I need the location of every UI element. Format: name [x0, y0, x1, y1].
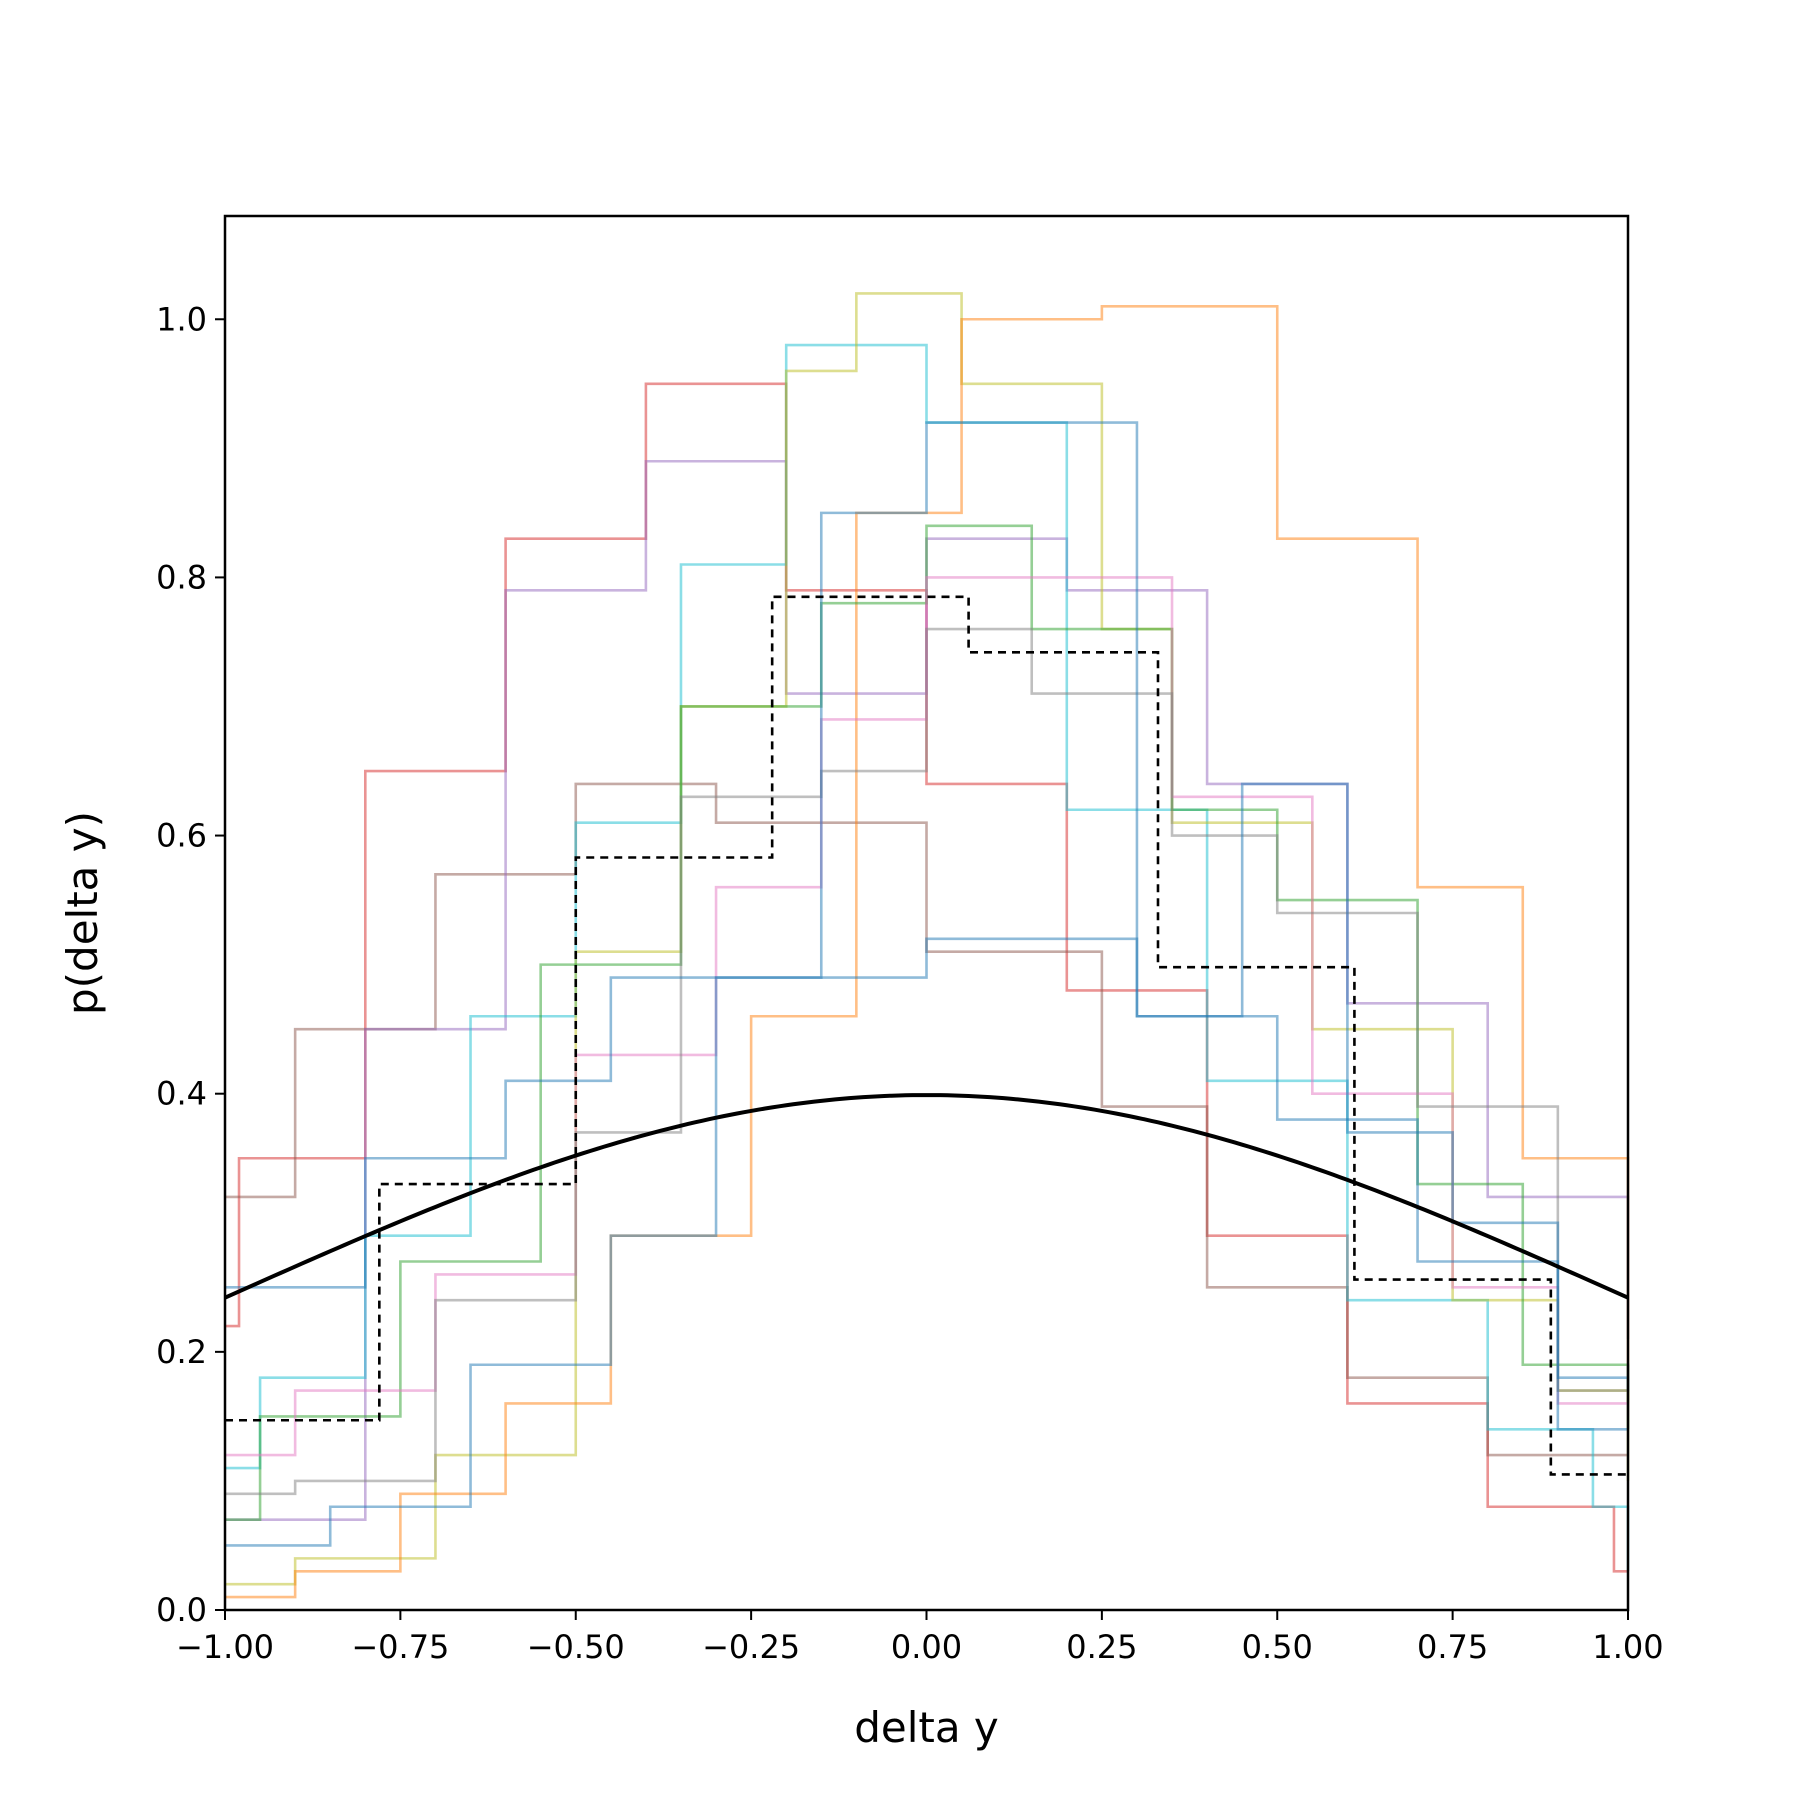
y-tick-label: 1.0 [156, 300, 207, 338]
histogram-series-11 [225, 937, 1630, 1391]
plot-area [224, 292, 1630, 1599]
histogram-series-4 [225, 343, 1630, 1572]
mean-histogram-line [225, 595, 1628, 1476]
x-tick-label: 1.00 [1592, 1628, 1663, 1666]
y-tick-label: 0.4 [156, 1075, 207, 1113]
histogram-series-9 [225, 627, 1630, 1496]
x-tick-label: −1.00 [176, 1628, 274, 1666]
y-axis-label: p(delta y) [58, 811, 107, 1015]
x-tick-label: −0.50 [527, 1628, 625, 1666]
x-tick-label: 0.25 [1066, 1628, 1137, 1666]
histogram-series-10 [225, 421, 1628, 1547]
y-tick-label: 0.6 [156, 817, 207, 855]
x-tick-label: 0.50 [1242, 1628, 1313, 1666]
y-tick-label: 0.2 [156, 1333, 207, 1371]
y-axis: 0.0 0.2 0.4 0.6 0.8 1.0 [156, 300, 225, 1629]
x-tick-label: 0.75 [1417, 1628, 1488, 1666]
x-axis-label: delta y [854, 1703, 999, 1752]
x-tick-label: −0.25 [702, 1628, 800, 1666]
y-tick-label: 0.0 [156, 1591, 207, 1629]
normal-pdf-curve [224, 1093, 1629, 1300]
x-axis: −1.00 −0.75 −0.50 −0.25 0.00 0.25 0.50 0.75 1.00 [176, 1610, 1664, 1666]
y-tick-label: 0.8 [156, 558, 207, 596]
x-tick-label: 0.00 [891, 1628, 962, 1666]
x-tick-label: −0.75 [351, 1628, 449, 1666]
